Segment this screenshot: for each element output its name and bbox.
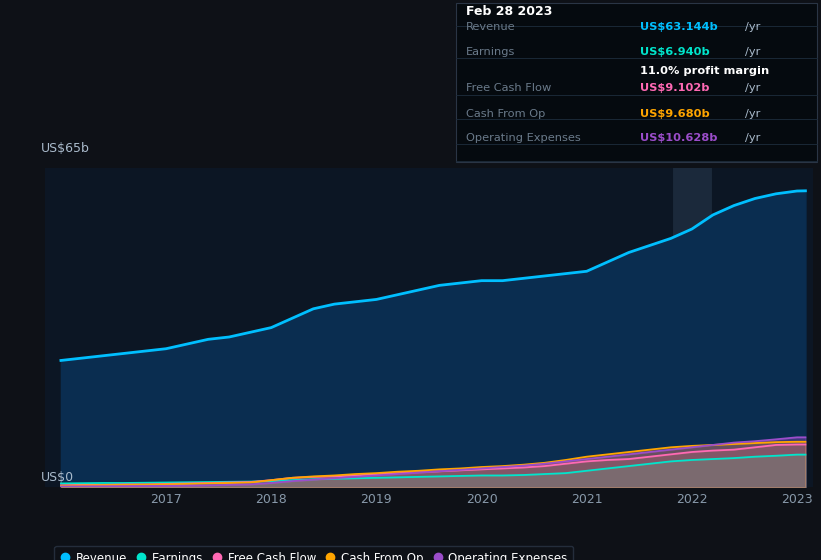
Text: US$9.680b: US$9.680b [640, 109, 710, 119]
Text: US$6.940b: US$6.940b [640, 48, 710, 58]
Text: Revenue: Revenue [466, 22, 515, 32]
Text: US$0: US$0 [41, 471, 75, 484]
Text: /yr: /yr [745, 48, 760, 58]
Text: Operating Expenses: Operating Expenses [466, 133, 580, 143]
Text: US$63.144b: US$63.144b [640, 22, 718, 32]
Text: Cash From Op: Cash From Op [466, 109, 545, 119]
Text: US$9.102b: US$9.102b [640, 83, 710, 94]
Text: Feb 28 2023: Feb 28 2023 [466, 5, 552, 18]
Text: /yr: /yr [745, 22, 760, 32]
Text: /yr: /yr [745, 109, 760, 119]
Text: 11.0% profit margin: 11.0% profit margin [640, 66, 769, 76]
Text: Earnings: Earnings [466, 48, 515, 58]
Legend: Revenue, Earnings, Free Cash Flow, Cash From Op, Operating Expenses: Revenue, Earnings, Free Cash Flow, Cash … [54, 546, 573, 560]
Text: US$65b: US$65b [41, 142, 90, 155]
Text: US$10.628b: US$10.628b [640, 133, 718, 143]
Text: /yr: /yr [745, 83, 760, 94]
Text: Free Cash Flow: Free Cash Flow [466, 83, 551, 94]
Text: /yr: /yr [745, 133, 760, 143]
